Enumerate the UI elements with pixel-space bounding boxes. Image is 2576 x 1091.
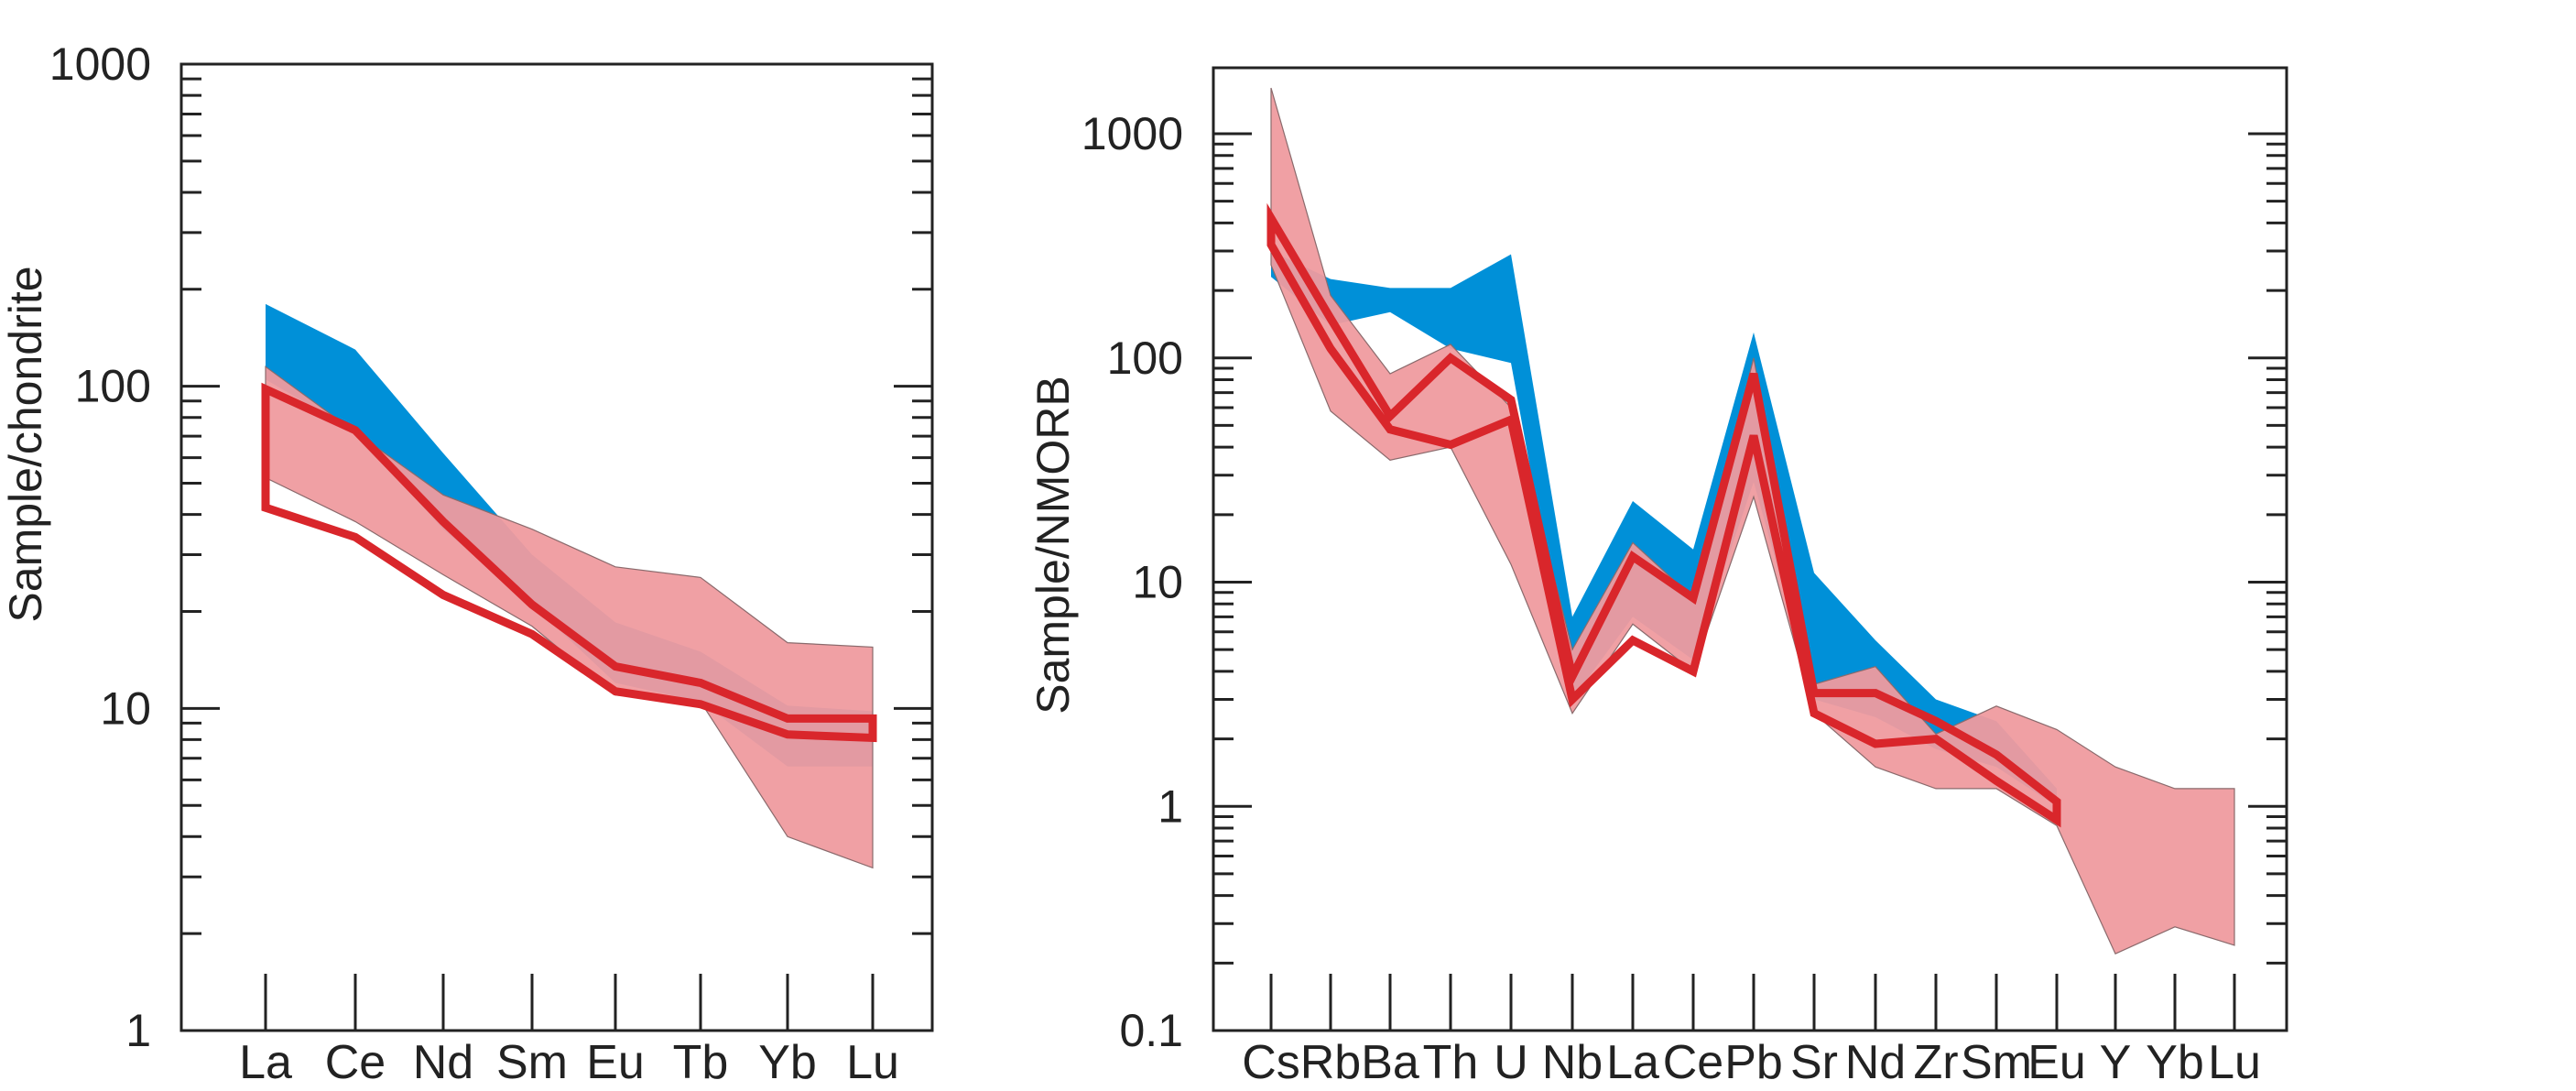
y-tick-label: 10 [100,682,151,734]
plot-frame-top [179,62,934,1032]
y-tick-label: 10 [1132,557,1183,608]
x-tick-label-lu: Lu [2208,1036,2261,1086]
x-tick-label-sm: Sm [496,1036,568,1086]
y-tick-label: 100 [75,361,151,412]
x-tick-label-la: La [239,1036,292,1086]
plot-frame-top [1212,66,2288,1032]
y-axis-title: Sample/chondrite [0,266,51,622]
x-tick-label-nd: Nd [413,1036,473,1086]
pink-field-area [1270,87,2235,955]
x-tick-label-cs: Cs [1242,1036,1300,1086]
y-tick-label: 0.1 [1119,1005,1183,1056]
x-tick-label-pb: Pb [1724,1036,1783,1086]
chart-panel-1: 1 10 100 1000 Sample/chondrite La Ce Nd Sm Eu Tb Yb… [0,38,934,1089]
red-outline-field [261,382,877,743]
x-tick-label-yb: Yb [758,1036,817,1086]
x-tick-label-tb: Tb [673,1036,729,1086]
x-tick-label-zr: Zr [1913,1036,1958,1086]
y-tick-label: 100 [1107,333,1183,384]
x-tick-label-yb: Yb [2146,1036,2204,1086]
x-tick-label-ba: Ba [1361,1036,1419,1086]
x-tick-label-th: Th [1423,1036,1479,1086]
y-tick-label: 1 [125,1005,151,1056]
chart-panel-2: 0.1 1 10 100 1000 Sample/NMORB Cs Rb Ba Th U Nb La Ce… [1027,66,2288,1089]
x-tick-label-rb: Rb [1300,1036,1361,1086]
blue-field-area [1271,251,2057,807]
x-tick-label-y: Y [2100,1036,2132,1086]
x-tick-label-eu: Eu [586,1036,645,1086]
x-tick-label-nd: Nd [1845,1036,1906,1086]
x-tick-label-ce: Ce [1663,1036,1723,1086]
x-tick-label-ce: Ce [325,1036,386,1086]
x-tick-label-la: La [1606,1036,1659,1086]
x-tick-label-eu: Eu [2027,1036,2086,1086]
y-axis-title: Sample/NMORB [1027,376,1079,715]
x-tick-label-u: U [1494,1036,1528,1086]
x-tick-label-nb: Nb [1542,1036,1603,1086]
y-tick-label: 1000 [49,38,151,90]
y-tick-label: 1 [1158,780,1183,832]
pink-field-area [265,365,874,869]
x-tick-label-lu: Lu [846,1036,899,1086]
y-tick-label: 1000 [1081,108,1183,159]
red-outline-field [1266,202,2061,828]
x-tick-label-sm: Sm [1961,1036,2032,1086]
x-tick-label-sr: Sr [1790,1036,1838,1086]
